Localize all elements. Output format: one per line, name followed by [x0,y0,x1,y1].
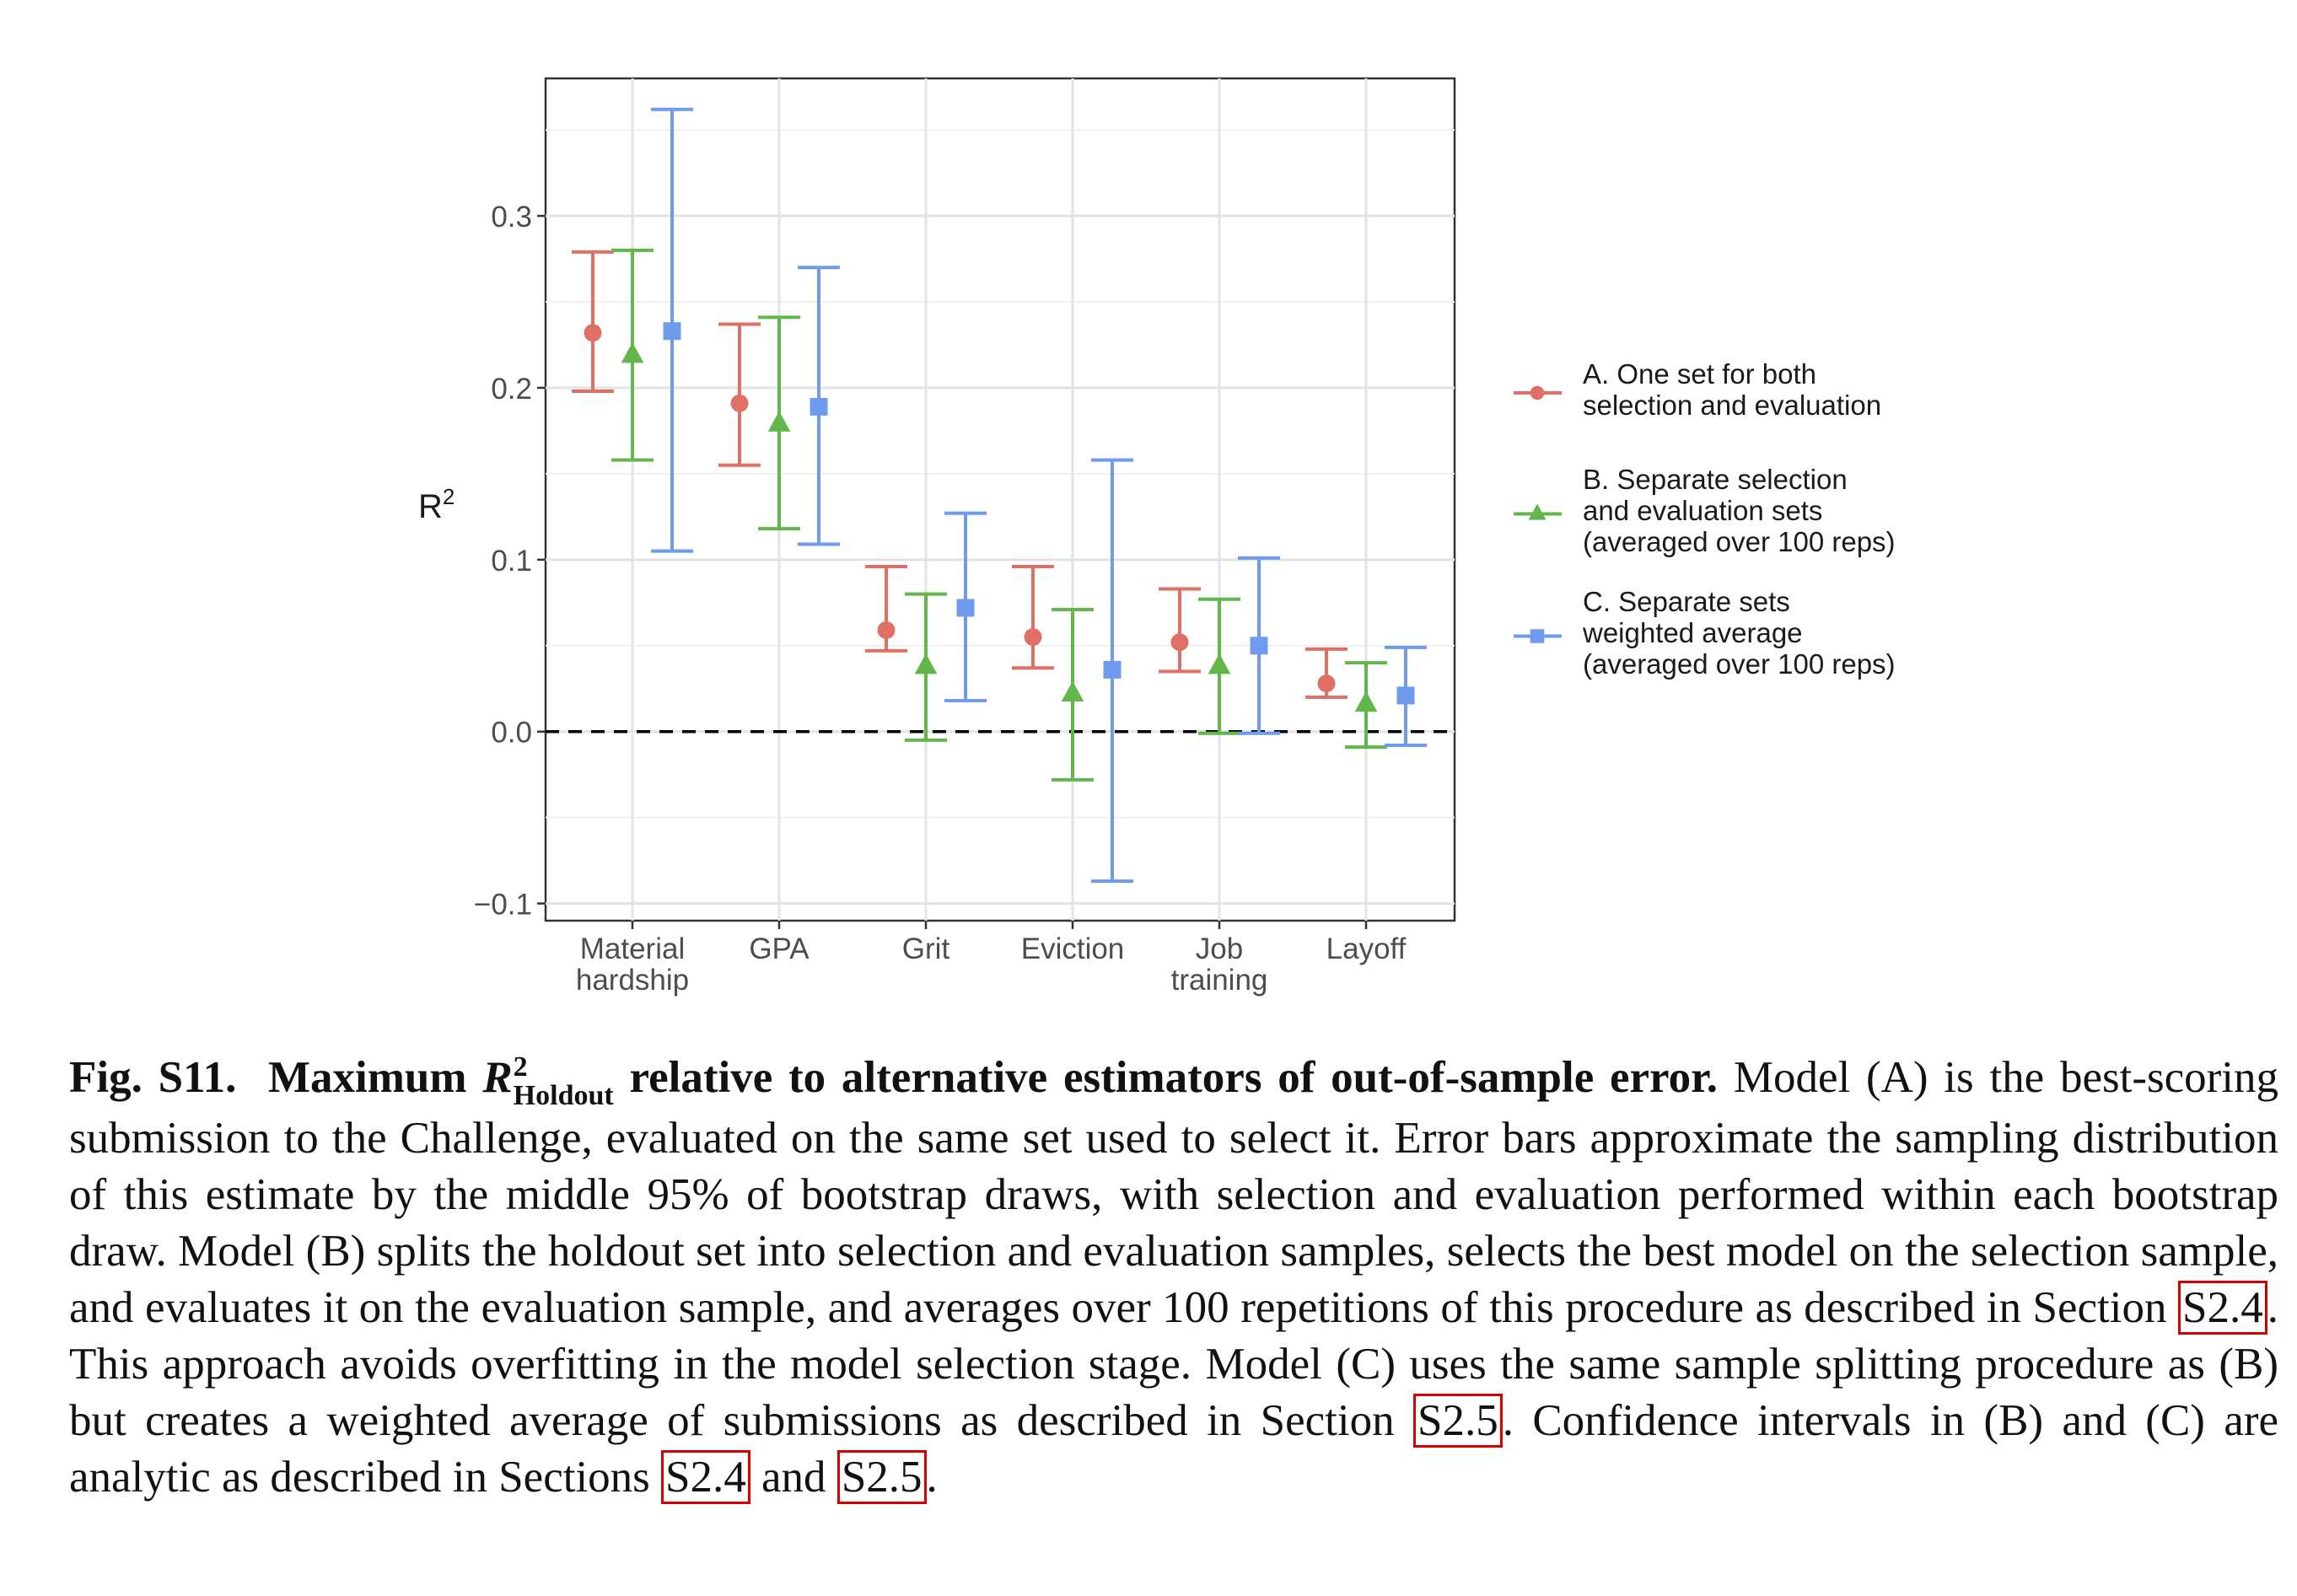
y-tick-label: 0.0 [491,717,532,750]
section-link-s2-4[interactable]: S2.4 [2178,1280,2267,1335]
section-link-s2-4-second[interactable]: S2.4 [661,1449,750,1504]
series-triangle [611,248,1387,782]
point-marker-square [663,322,681,341]
y-tick-label: 0.1 [491,545,532,578]
point-marker-circle [1530,385,1545,400]
point-marker-circle [1170,633,1189,652]
series-circle [572,250,1348,699]
point-marker-triangle [1528,503,1547,520]
point-marker-square [1250,637,1268,655]
y-tick-label: 0.2 [491,373,532,406]
point-marker-circle [1024,628,1042,647]
section-link-s2-5[interactable]: S2.5 [1413,1393,1503,1448]
point-marker-triangle [914,653,938,674]
y-tick-label: 0.3 [491,201,532,234]
point-marker-triangle [1208,653,1231,674]
caption-body-3: . Confidence intervals in (B) and (C) ar… [69,1395,2278,1502]
point-marker-square [1396,686,1415,705]
caption-body-2: . This approach avoids overfitting in th… [69,1282,2278,1445]
caption-body-1: Model (A) is the best-scoring submission… [69,1053,2279,1332]
error-bar-series [572,107,1427,884]
x-tick-label: hardship [576,964,689,997]
caption-title: Maximum R 2 Holdout relative to alternativ… [268,1051,1719,1111]
point-marker-triangle [767,411,791,432]
point-marker-square [956,599,975,617]
x-tick-label: Material [580,932,685,965]
y-axis-label-exponent: 2 [443,484,455,509]
point-marker-triangle [1354,691,1378,712]
point-marker-square [1530,629,1545,643]
point-marker-square [1103,660,1122,679]
y-axis-label: R2 [418,484,455,525]
point-marker-square [810,397,828,416]
legend-label: (averaged over 100 reps) [1583,648,1896,680]
x-tick-label: GPA [749,932,810,965]
y-axis-label-base: R [418,488,443,525]
x-tick-label: training [1171,964,1268,997]
point-marker-circle [1317,674,1336,693]
point-marker-triangle [621,341,644,363]
figure-caption: Fig. S11. Maximum R 2 Holdout relative to … [69,1050,2278,1506]
x-tick-label: Layoff [1326,932,1407,965]
legend-label: (averaged over 100 reps) [1583,526,1896,557]
legend-label: selection and evaluation [1583,390,1881,421]
plot-panel [544,77,1456,922]
x-tick-label: Job [1196,932,1243,965]
point-marker-circle [584,324,602,342]
series-square [651,107,1427,884]
legend-label: and evaluation sets [1583,495,1822,526]
legend-label: weighted average [1582,617,1803,648]
caption-body-4: and [761,1452,826,1502]
x-tick-label: Eviction [1021,932,1125,965]
caption-body-5: . [926,1452,938,1502]
point-marker-triangle [1061,680,1084,701]
x-tick-label: Grit [902,932,950,965]
legend-label: B. Separate selection [1583,464,1848,495]
point-marker-circle [730,394,749,412]
section-link-s2-5-second[interactable]: S2.5 [836,1449,927,1504]
point-marker-circle [877,621,896,639]
legend-label: C. Separate sets [1583,586,1790,617]
figure-label: Fig. S11. [69,1053,237,1102]
y-tick-label: −0.1 [474,889,532,922]
legend-label: A. One set for both [1583,358,1816,390]
y-axis-ticks: −0.1 0.0 0.1 0.2 0.3 [474,201,546,922]
